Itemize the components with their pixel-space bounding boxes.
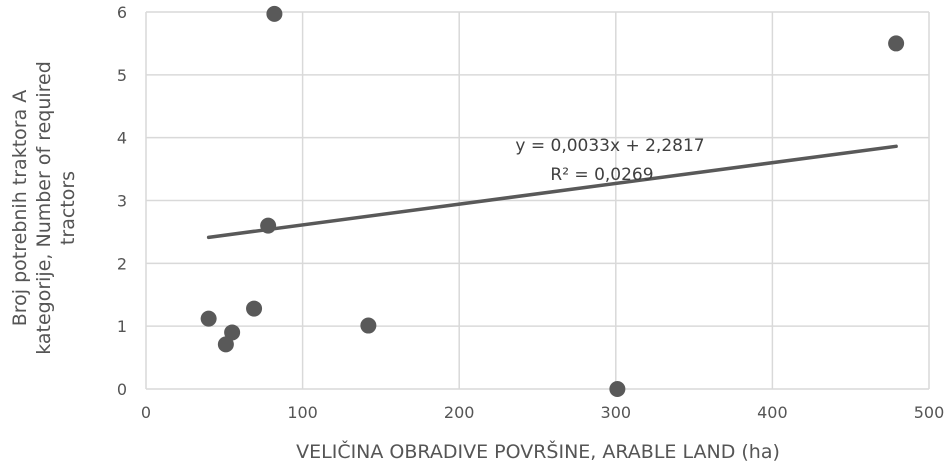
data-point [260, 217, 277, 234]
y-tick-label: 3 [117, 192, 127, 211]
trendline-equation: y = 0,0033x + 2,2817 [515, 136, 704, 156]
grid-lines [145, 11, 930, 390]
x-tick-label: 100 [287, 403, 318, 422]
x-tick-label: 500 [914, 403, 945, 422]
x-axis-ticks: 0 100 200 300 400 500 [141, 403, 944, 422]
y-tick-label: 0 [117, 380, 127, 399]
data-point [360, 317, 377, 334]
y-tick-label: 4 [117, 129, 127, 148]
data-point [217, 336, 234, 353]
x-tick-label: 200 [444, 403, 475, 422]
y-tick-label: 2 [117, 254, 127, 273]
trendline-annotation: y = 0,0033x + 2,2817 R² = 0,0269 [515, 136, 704, 185]
data-points [200, 5, 905, 397]
x-tick-label: 300 [601, 403, 632, 422]
data-point [246, 300, 263, 317]
trendline-group [206, 144, 898, 240]
data-point [266, 5, 283, 22]
r-squared-label: R² = 0,0269 [550, 165, 653, 185]
y-tick-label: 6 [117, 3, 127, 22]
y-axis-title-line-1: Broj potrebnih traktora A [9, 90, 31, 327]
data-point [200, 310, 217, 327]
x-tick-label: 400 [757, 403, 788, 422]
x-axis-title: VELIČINA OBRADIVE POVRŠINE, ARABLE LAND … [296, 439, 780, 463]
y-axis-ticks: 0 1 2 3 4 5 6 [117, 3, 127, 399]
trendline [206, 144, 898, 240]
data-point [609, 381, 626, 397]
x-tick-label: 0 [141, 403, 151, 422]
y-axis-title-line-3: tractors [57, 171, 79, 245]
y-axis-title: Broj potrebnih traktora A kategorije, Nu… [9, 61, 79, 355]
y-tick-label: 5 [117, 66, 127, 85]
data-point [888, 35, 905, 52]
y-tick-label: 1 [117, 317, 127, 336]
y-axis-title-line-2: kategorije, Number of required [33, 61, 55, 355]
data-point [224, 324, 241, 341]
